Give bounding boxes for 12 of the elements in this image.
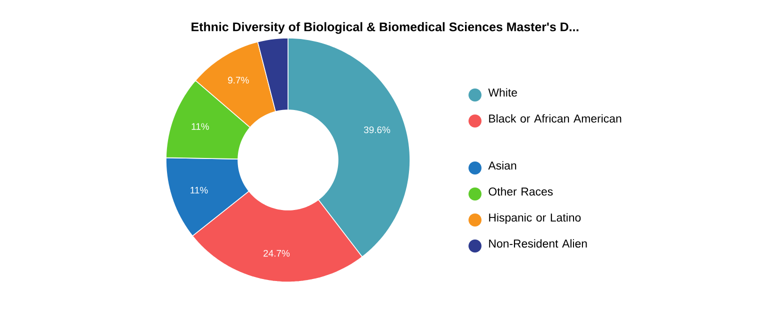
legend-label: Asian	[488, 161, 516, 170]
data-label: 11%	[192, 123, 209, 130]
legend-label: Hispanic or Latino	[489, 213, 581, 224]
data-label: 24.7%	[264, 250, 290, 257]
legend-label: White	[488, 88, 517, 97]
legend-label: Other Races	[488, 187, 553, 196]
data-label: 39.6%	[364, 126, 390, 134]
data-label: 11%	[190, 186, 208, 194]
data-label: 9.7%	[228, 76, 249, 84]
legend-label: Non-Resident Alien	[489, 239, 587, 248]
legend-label: Black or African American	[489, 114, 622, 123]
chart-title: Ethnic Diversity of Biological & Biomedical Sciences Master's D...	[192, 22, 578, 34]
